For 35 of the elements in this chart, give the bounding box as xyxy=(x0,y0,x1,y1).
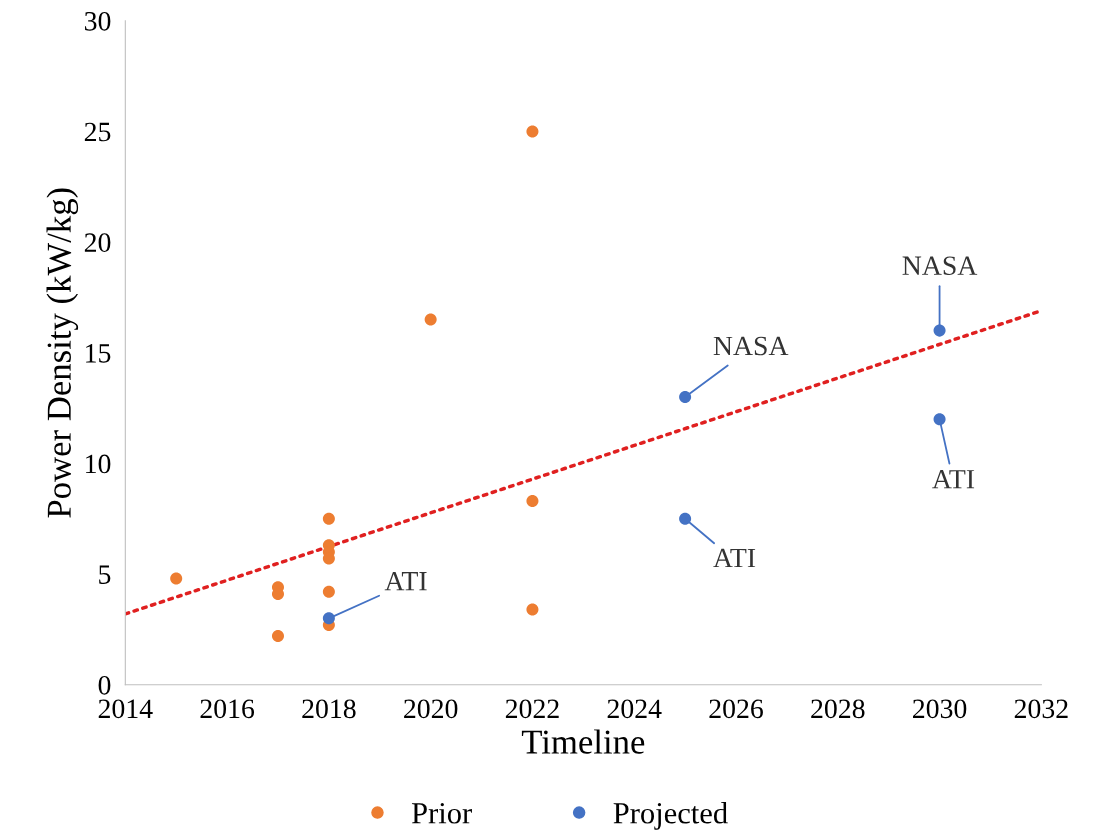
point xyxy=(170,572,183,585)
point xyxy=(526,603,539,616)
y-tick-label: 15 xyxy=(86,344,111,363)
legend-label: Prior xyxy=(411,803,472,824)
x-axis-title: Timeline xyxy=(521,729,645,754)
y-tick-label: 20 xyxy=(84,233,111,252)
point xyxy=(271,630,284,643)
x-tick-label: 2018 xyxy=(302,699,356,719)
point xyxy=(526,125,539,138)
annotation: ATI xyxy=(713,548,756,568)
y-tick-label: 25 xyxy=(84,122,111,142)
y-tick-label: 10 xyxy=(86,454,111,474)
annotation: ATI xyxy=(932,469,975,489)
x-tick-label: 2030 xyxy=(913,699,967,719)
y-axis-title: Power Density (kW/kg) xyxy=(46,188,79,518)
y-tick-label: 5 xyxy=(99,565,111,584)
x-tick-label: 2028 xyxy=(811,699,865,719)
point xyxy=(526,495,539,508)
x-tick-label: 2032 xyxy=(1014,699,1068,719)
point xyxy=(322,512,335,525)
y-tick-label: 30 xyxy=(84,11,111,31)
point xyxy=(322,585,335,598)
x-tick-label: 2024 xyxy=(607,699,662,719)
x-tick-label: 2014 xyxy=(98,699,153,719)
x-tick-label: 2026 xyxy=(709,699,763,719)
legend-label: Projected xyxy=(613,802,728,830)
x-tick-label: 2022 xyxy=(505,699,559,719)
annotation: NASA xyxy=(713,336,789,356)
annotation: ATI xyxy=(384,571,427,591)
point xyxy=(424,313,437,326)
annotation: NASA xyxy=(902,256,978,276)
x-tick-label: 2016 xyxy=(200,699,255,719)
point xyxy=(933,324,946,337)
x-tick-label: 2020 xyxy=(404,699,458,719)
y-tick-label: 0 xyxy=(98,675,111,695)
